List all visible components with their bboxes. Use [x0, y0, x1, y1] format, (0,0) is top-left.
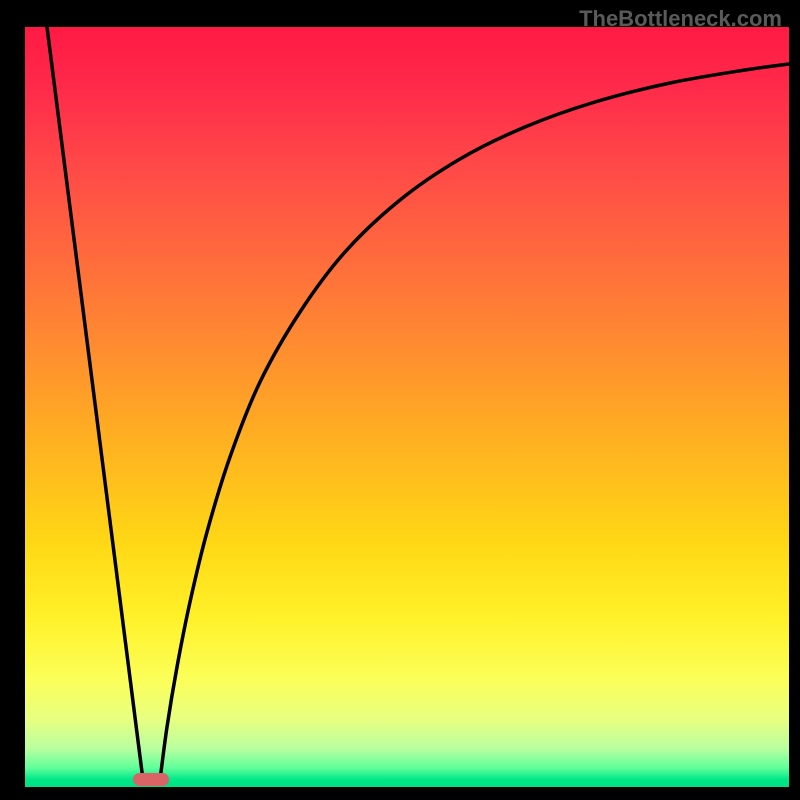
plot-area	[25, 27, 789, 787]
optimum-marker	[133, 773, 169, 786]
watermark-text: TheBottleneck.com	[579, 6, 782, 32]
curve-right-arc	[160, 64, 789, 780]
curve-left-line	[47, 27, 143, 780]
bottleneck-curve	[25, 27, 789, 787]
